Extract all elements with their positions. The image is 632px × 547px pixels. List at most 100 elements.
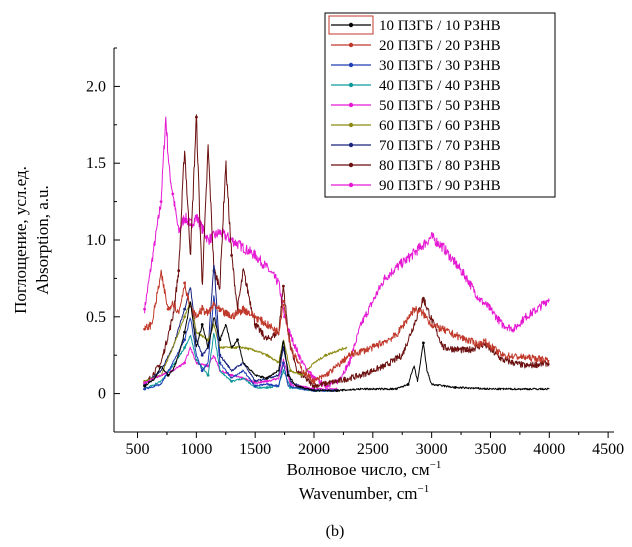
data-point <box>143 327 147 331</box>
data-point <box>171 192 175 196</box>
data-point <box>253 254 257 257</box>
x-axis-title-en: Wavenumber, cm−1 <box>299 483 430 503</box>
y-tick-label: 2.0 <box>86 78 106 95</box>
legend-swatch-marker <box>348 22 354 28</box>
series-line-1 <box>144 301 550 392</box>
data-point <box>200 323 204 326</box>
data-point <box>253 323 257 326</box>
data-point <box>500 353 504 357</box>
legend-label: 80 ПЗГБ / 80 РЗНВ <box>379 158 501 174</box>
data-point <box>383 364 386 368</box>
data-point <box>218 361 222 365</box>
data-point <box>183 315 187 319</box>
y-axis-title-ru: Поглощение, усл.ед. <box>11 166 30 314</box>
data-point <box>489 307 492 311</box>
data-point <box>422 297 425 300</box>
legend-highlight <box>328 15 374 35</box>
legend-swatch-marker <box>348 142 354 148</box>
data-point <box>183 281 187 285</box>
legend-swatch-marker <box>348 82 354 88</box>
series-line-4 <box>144 332 338 392</box>
panel-label: (b) <box>326 523 345 540</box>
data-point <box>265 379 269 383</box>
legend-swatch-marker <box>348 162 354 168</box>
data-point <box>265 386 269 389</box>
data-point <box>218 309 222 313</box>
data-point <box>183 361 187 365</box>
y-axis-title-en: Absorption, a.u. <box>33 185 52 295</box>
x-axis-title-ru: Волновое число, см−1 <box>287 459 442 479</box>
data-point <box>253 315 257 319</box>
data-point <box>282 300 285 303</box>
data-point <box>143 307 147 311</box>
x-tick-label: 4500 <box>592 441 624 458</box>
data-point <box>265 353 269 357</box>
data-point <box>230 379 234 383</box>
data-point <box>166 307 170 311</box>
data-point <box>347 361 351 365</box>
data-point <box>200 353 204 357</box>
data-point <box>312 379 316 383</box>
data-point <box>218 338 222 342</box>
x-tick-label: 2500 <box>357 441 389 458</box>
legend-label: 70 ПЗГБ / 70 РЗНВ <box>379 138 501 154</box>
data-point <box>206 373 210 377</box>
data-point <box>312 384 316 388</box>
data-point <box>412 307 416 311</box>
data-point <box>453 333 457 337</box>
data-point <box>282 361 285 365</box>
data-point <box>253 384 257 388</box>
data-point <box>453 386 457 389</box>
x-tick-label: 3000 <box>416 441 448 458</box>
data-point <box>218 230 222 234</box>
data-point <box>200 307 204 311</box>
data-point <box>524 315 528 319</box>
legend-swatch-marker <box>348 62 354 68</box>
data-point <box>418 246 422 250</box>
legend-label: 50 ПЗГБ / 50 РЗНВ <box>379 98 501 114</box>
data-point <box>324 353 328 357</box>
legend-swatch-marker <box>348 42 354 48</box>
data-point <box>383 277 386 280</box>
data-point <box>236 338 239 342</box>
data-point <box>406 383 410 386</box>
y-tick-label: 1.0 <box>86 232 106 249</box>
series-line-6 <box>144 301 348 383</box>
data-point <box>143 387 147 391</box>
data-point <box>453 261 457 265</box>
data-point <box>286 373 290 377</box>
legend-swatch-marker <box>348 182 354 188</box>
y-tick-label: 0.5 <box>86 309 106 326</box>
axes-group: 0 0.5 1.0 1.5 2.0 500 1000 1500 2000 2500 3000 3500… <box>86 47 624 458</box>
data-point <box>336 389 339 392</box>
data-point <box>206 338 210 342</box>
axis-titles: Волновое число, см−1 Wavenumber, cm−1 Погл… <box>11 166 441 540</box>
data-point <box>200 369 204 372</box>
data-point <box>166 373 170 377</box>
series-line-2 <box>144 269 550 385</box>
data-point <box>183 307 187 311</box>
x-tick-label: 1000 <box>180 441 212 458</box>
data-point <box>183 346 187 349</box>
x-tick-label: 2000 <box>298 441 330 458</box>
legend: 10 ПЗГБ / 10 РЗНВ 20 ПЗГБ / 20 РЗНВ 30 ПЗГ… <box>324 12 556 198</box>
legend-label: 20 ПЗГБ / 20 РЗНВ <box>379 38 501 54</box>
data-point <box>347 353 351 357</box>
data-point <box>289 369 292 372</box>
legend-label: 40 ПЗГБ / 40 РЗНВ <box>379 78 501 94</box>
data-point <box>143 381 147 385</box>
y-tick-label: 0 <box>98 386 106 403</box>
data-point <box>465 349 469 352</box>
x-tick-label: 1500 <box>239 441 271 458</box>
data-point <box>143 384 147 388</box>
legend-swatch-marker <box>348 122 354 128</box>
data-point <box>183 330 187 334</box>
data-point <box>159 200 163 204</box>
legend-label: 60 ПЗГБ / 60 РЗНВ <box>379 118 501 134</box>
legend-swatch-marker <box>348 102 354 108</box>
data-point <box>282 284 285 288</box>
x-tick-label: 4000 <box>533 441 565 458</box>
legend-label: 30 ПЗГБ / 30 РЗНВ <box>379 58 501 74</box>
data-point <box>265 376 269 380</box>
data-point <box>422 341 425 345</box>
